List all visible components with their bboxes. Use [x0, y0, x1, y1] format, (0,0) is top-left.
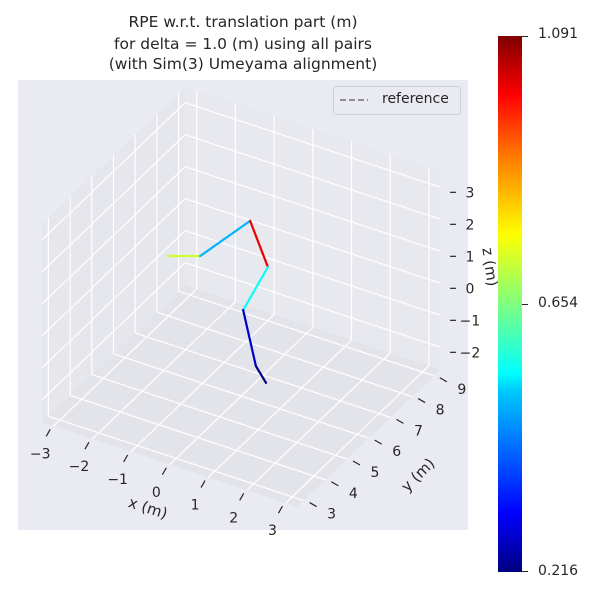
- trajectory-segment: [249, 219, 270, 269]
- y-tick-mark: [374, 439, 383, 445]
- grid-line-z: [184, 230, 441, 316]
- chart-title-line-1: RPE w.r.t. translation part (m): [128, 13, 358, 31]
- y-tick-label: 5: [371, 465, 380, 481]
- x-tick-mark: [161, 467, 167, 476]
- z-tick-label: 1: [466, 249, 475, 265]
- trajectory-segment: [242, 266, 270, 312]
- y-tick-label: 6: [392, 444, 401, 460]
- y-tick-label: 3: [327, 507, 336, 523]
- grid-line-y: [91, 373, 348, 460]
- y-tick-label: 9: [457, 382, 466, 398]
- x-tick-label: −3: [30, 446, 51, 462]
- grid-line-y: [178, 290, 435, 377]
- trajectory-segment: [199, 219, 252, 258]
- colorbar-tick-max: 1.091: [538, 26, 579, 42]
- x-tick-mark: [200, 480, 206, 488]
- y-tick-mark: [396, 418, 404, 424]
- grid-line-y: [48, 415, 304, 502]
- x-tick-mark: [45, 429, 51, 437]
- grid-line-z: [41, 230, 186, 369]
- z-tick-label: 2: [466, 217, 475, 233]
- grid-line-z: [184, 262, 441, 348]
- y-tick-label: 4: [349, 486, 358, 502]
- colorbar-bar: [498, 36, 522, 572]
- x-tick-mark: [277, 505, 283, 514]
- grid-line-z: [41, 166, 186, 305]
- y-tick-label: 7: [414, 423, 423, 439]
- trajectory-segment: [242, 308, 258, 368]
- x-tick-label: 2: [229, 510, 238, 526]
- grid-line-y: [69, 394, 326, 481]
- trajectory-segment: [254, 364, 268, 384]
- legend-label-reference: reference: [382, 91, 449, 107]
- grid-line-z: [41, 198, 186, 337]
- x-tick-mark: [123, 454, 129, 463]
- grid-line-z: [184, 102, 441, 188]
- y-tick-mark: [331, 481, 339, 487]
- y-tick-mark: [417, 398, 426, 404]
- grid-line-z: [184, 134, 441, 220]
- chart-title-line-3: (with Sim(3) Umeyama alignment): [108, 55, 378, 73]
- grid-line-z: [41, 102, 186, 241]
- x-tick-mark: [239, 493, 245, 501]
- grid-line-y: [156, 311, 413, 398]
- x-tick-label: 0: [152, 485, 161, 501]
- x-tick-label: −2: [69, 459, 90, 475]
- colorbar-tick-mid: 0.654: [538, 295, 579, 311]
- z-tick-label: −1: [460, 313, 481, 329]
- x-tick-label: −1: [107, 472, 128, 488]
- x-tick-mark: [84, 441, 90, 450]
- z-tick-label: 3: [466, 185, 475, 201]
- y-tick-mark: [352, 460, 361, 466]
- grid-line-z: [184, 198, 441, 284]
- colorbar-tick-min: 0.216: [538, 563, 579, 579]
- legend-reference-line-icon: [340, 99, 368, 101]
- x-tick-label: 1: [191, 498, 200, 514]
- x-tick-label: 3: [268, 523, 277, 539]
- y-tick-mark: [439, 377, 448, 383]
- grid-line-y: [135, 332, 391, 419]
- z-tick-label: −2: [460, 345, 481, 361]
- z-tick-label: 0: [466, 281, 475, 297]
- grid-line-z: [184, 166, 441, 252]
- chart-title-line-2: for delta = 1.0 (m) using all pairs: [114, 35, 372, 53]
- grid-line-y: [113, 353, 370, 439]
- colorbar-tick: [522, 571, 528, 572]
- colorbar-tick: [522, 36, 528, 37]
- y-tick-mark: [309, 502, 317, 508]
- colorbar-tick: [522, 304, 528, 305]
- grid-line-z: [41, 262, 186, 401]
- grid-line-z: [41, 134, 186, 273]
- y-tick-label: 8: [436, 403, 445, 419]
- legend: reference: [333, 86, 461, 115]
